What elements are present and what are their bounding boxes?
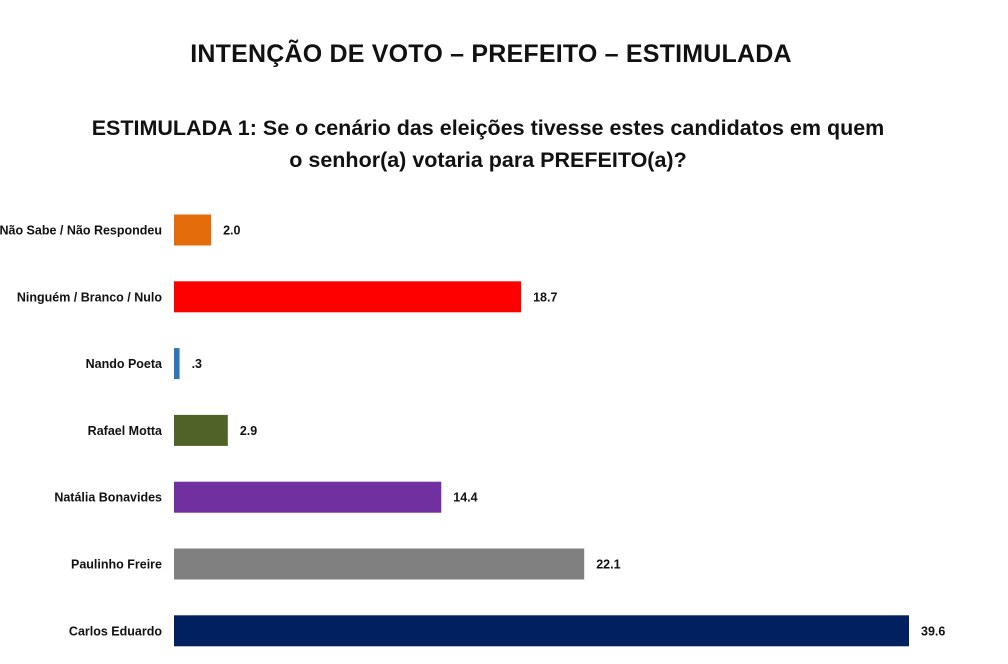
bar: [174, 348, 180, 380]
bar: [174, 615, 909, 647]
value-label: 14.4: [453, 491, 477, 505]
category-label: Natália Bonavides: [54, 491, 162, 505]
category-label: Carlos Eduardo: [69, 624, 162, 638]
category-label: Rafael Motta: [88, 424, 163, 438]
bar: [174, 481, 442, 513]
bar: [174, 414, 228, 446]
bar: [174, 548, 585, 580]
bar: [174, 281, 522, 313]
chart-subtitle: ESTIMULADA 1: Se o cenário das eleições …: [91, 116, 885, 172]
category-label: Ninguém / Branco / Nulo: [17, 290, 163, 304]
category-label: Não Sabe / Não Respondeu: [0, 224, 162, 238]
value-label: 2.0: [223, 224, 240, 238]
value-label: 18.7: [533, 290, 557, 304]
bar: [174, 214, 212, 246]
value-label: 22.1: [596, 558, 620, 572]
category-label: Paulinho Freire: [71, 558, 162, 572]
value-label: 39.6: [921, 624, 945, 638]
value-label: .3: [192, 357, 202, 371]
category-label: Nando Poeta: [86, 357, 163, 371]
chart-title: INTENÇÃO DE VOTO – PREFEITO – ESTIMULADA: [190, 40, 792, 68]
value-label: 2.9: [240, 424, 257, 438]
